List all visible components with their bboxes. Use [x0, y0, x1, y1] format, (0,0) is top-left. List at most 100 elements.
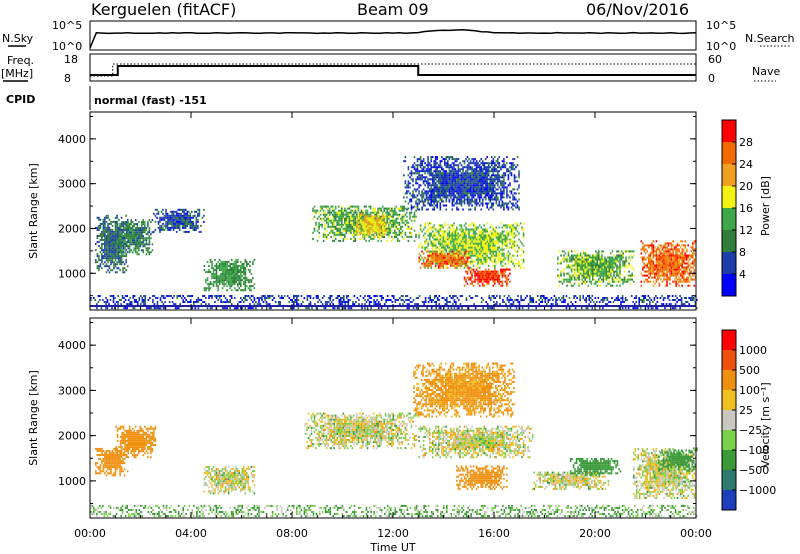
power-cell-2817 — [491, 230, 493, 233]
power-cell-1576 — [363, 213, 366, 216]
power-cell-3122 — [436, 252, 438, 255]
power-cell-2149 — [428, 252, 431, 255]
power-cell-39 — [99, 224, 102, 227]
power-cell-4746 — [572, 276, 574, 279]
power-cell-4699 — [563, 250, 565, 253]
power-cell-4938 — [595, 272, 597, 275]
power-cell-3190 — [453, 264, 455, 267]
power-cell-182 — [110, 230, 112, 233]
power-cell-480 — [128, 229, 131, 232]
power-cell-1387 — [342, 227, 345, 230]
power-cell-4200 — [472, 160, 475, 163]
power-cell-4510 — [498, 180, 501, 183]
power-cell-214 — [113, 249, 115, 252]
power-cell-2979 — [510, 260, 513, 263]
power-cell-3521 — [419, 200, 422, 203]
power-cell-826 — [188, 222, 190, 225]
power-cell-4244 — [475, 160, 478, 163]
power-cell-3658 — [431, 182, 434, 185]
power-cell-2049 — [376, 217, 378, 220]
power-cell-409 — [121, 251, 123, 254]
power-cell-3572 — [424, 178, 426, 181]
power-cell-2870 — [497, 248, 499, 251]
power-cell-3471 — [413, 188, 416, 191]
power-cell-89 — [104, 230, 106, 233]
power-cell-380 — [115, 241, 117, 244]
power-cell-3807 — [444, 196, 446, 199]
power-cell-598 — [142, 223, 145, 226]
power-cell-3914 — [451, 180, 454, 183]
power-cell-1083 — [233, 269, 236, 271]
power-cell-1326 — [334, 217, 337, 220]
power-cell-4659 — [518, 198, 520, 201]
power-cell-1698 — [377, 211, 379, 214]
power-cell-2488 — [462, 250, 464, 253]
power-cell-1193 — [252, 277, 254, 280]
power-cell-102 — [105, 255, 108, 258]
power-cell-4874 — [587, 272, 589, 275]
power-cell-1201 — [312, 217, 314, 220]
power-cell-866 — [197, 226, 199, 229]
power-cell-3957 — [454, 176, 457, 179]
power-cell-408 — [119, 223, 122, 226]
power-cell-4763 — [573, 254, 576, 257]
power-cell-818 — [186, 222, 189, 225]
power-cell-830 — [188, 214, 190, 217]
power-cell-3201 — [456, 264, 458, 267]
power-cell-2029 — [373, 225, 375, 228]
power-cell-4151 — [469, 184, 472, 187]
power-cell-2528 — [465, 240, 467, 243]
power-cell-1749 — [383, 215, 385, 218]
power-cell-2639 — [475, 256, 478, 259]
power-cell-814 — [184, 212, 187, 215]
power-cell-110 — [105, 239, 108, 241]
power-cell-3695 — [434, 186, 437, 189]
power-cell-3730 — [436, 156, 438, 159]
power-cell-4768 — [575, 268, 577, 271]
power-cell-4837 — [582, 260, 585, 263]
power-cell-2433 — [456, 226, 458, 229]
power-cell-3970 — [456, 196, 458, 199]
power-cell-2536 — [465, 222, 467, 225]
power-cell-2828 — [492, 242, 495, 245]
power-cell-2752 — [484, 240, 487, 243]
power-cell-1961 — [361, 223, 363, 226]
power-cell-268 — [116, 226, 118, 229]
power-cell-1129 — [240, 275, 242, 278]
power-cell-1136 — [241, 289, 244, 292]
power-cell-2967 — [507, 224, 510, 227]
power-cell-1076 — [233, 283, 236, 286]
power-cell-4830 — [582, 274, 585, 277]
power-cell-3283 — [477, 282, 479, 285]
power-cell-911 — [209, 258, 212, 261]
power-cell-2836 — [494, 266, 496, 269]
power-cell-1033 — [227, 273, 230, 275]
power-cell-500 — [131, 239, 134, 242]
power-cell-1934 — [413, 205, 416, 208]
power-cell-2853 — [495, 256, 498, 259]
power-cell-273 — [117, 267, 120, 270]
power-cell-2843 — [494, 246, 496, 249]
power-cell-3634 — [430, 190, 432, 193]
power-cell-161 — [108, 228, 111, 231]
power-cell-3795 — [442, 186, 445, 189]
power-cell-3286 — [477, 276, 479, 279]
power-cell-164 — [108, 218, 111, 221]
power-cell-4692 — [563, 274, 565, 277]
power-cell-3054 — [522, 260, 525, 263]
power-cell-926 — [212, 271, 215, 273]
power-cell-2636 — [474, 224, 476, 227]
power-cell-3395 — [503, 270, 505, 273]
power-cell-1676 — [375, 229, 378, 232]
power-cell-3755 — [439, 190, 442, 193]
power-cell-684 — [162, 208, 164, 211]
power-cell-2264 — [441, 224, 443, 227]
cpid-value: normal (fast) -151 — [94, 94, 207, 107]
power-cell-1792 — [389, 225, 392, 228]
power-cell-438 — [124, 239, 126, 242]
power-cell-3301 — [480, 272, 482, 275]
power-cell-1142 — [241, 263, 244, 265]
power-cell-1700 — [377, 207, 379, 210]
power-cell-4458 — [494, 196, 496, 199]
power-cell-1987 — [365, 219, 368, 222]
